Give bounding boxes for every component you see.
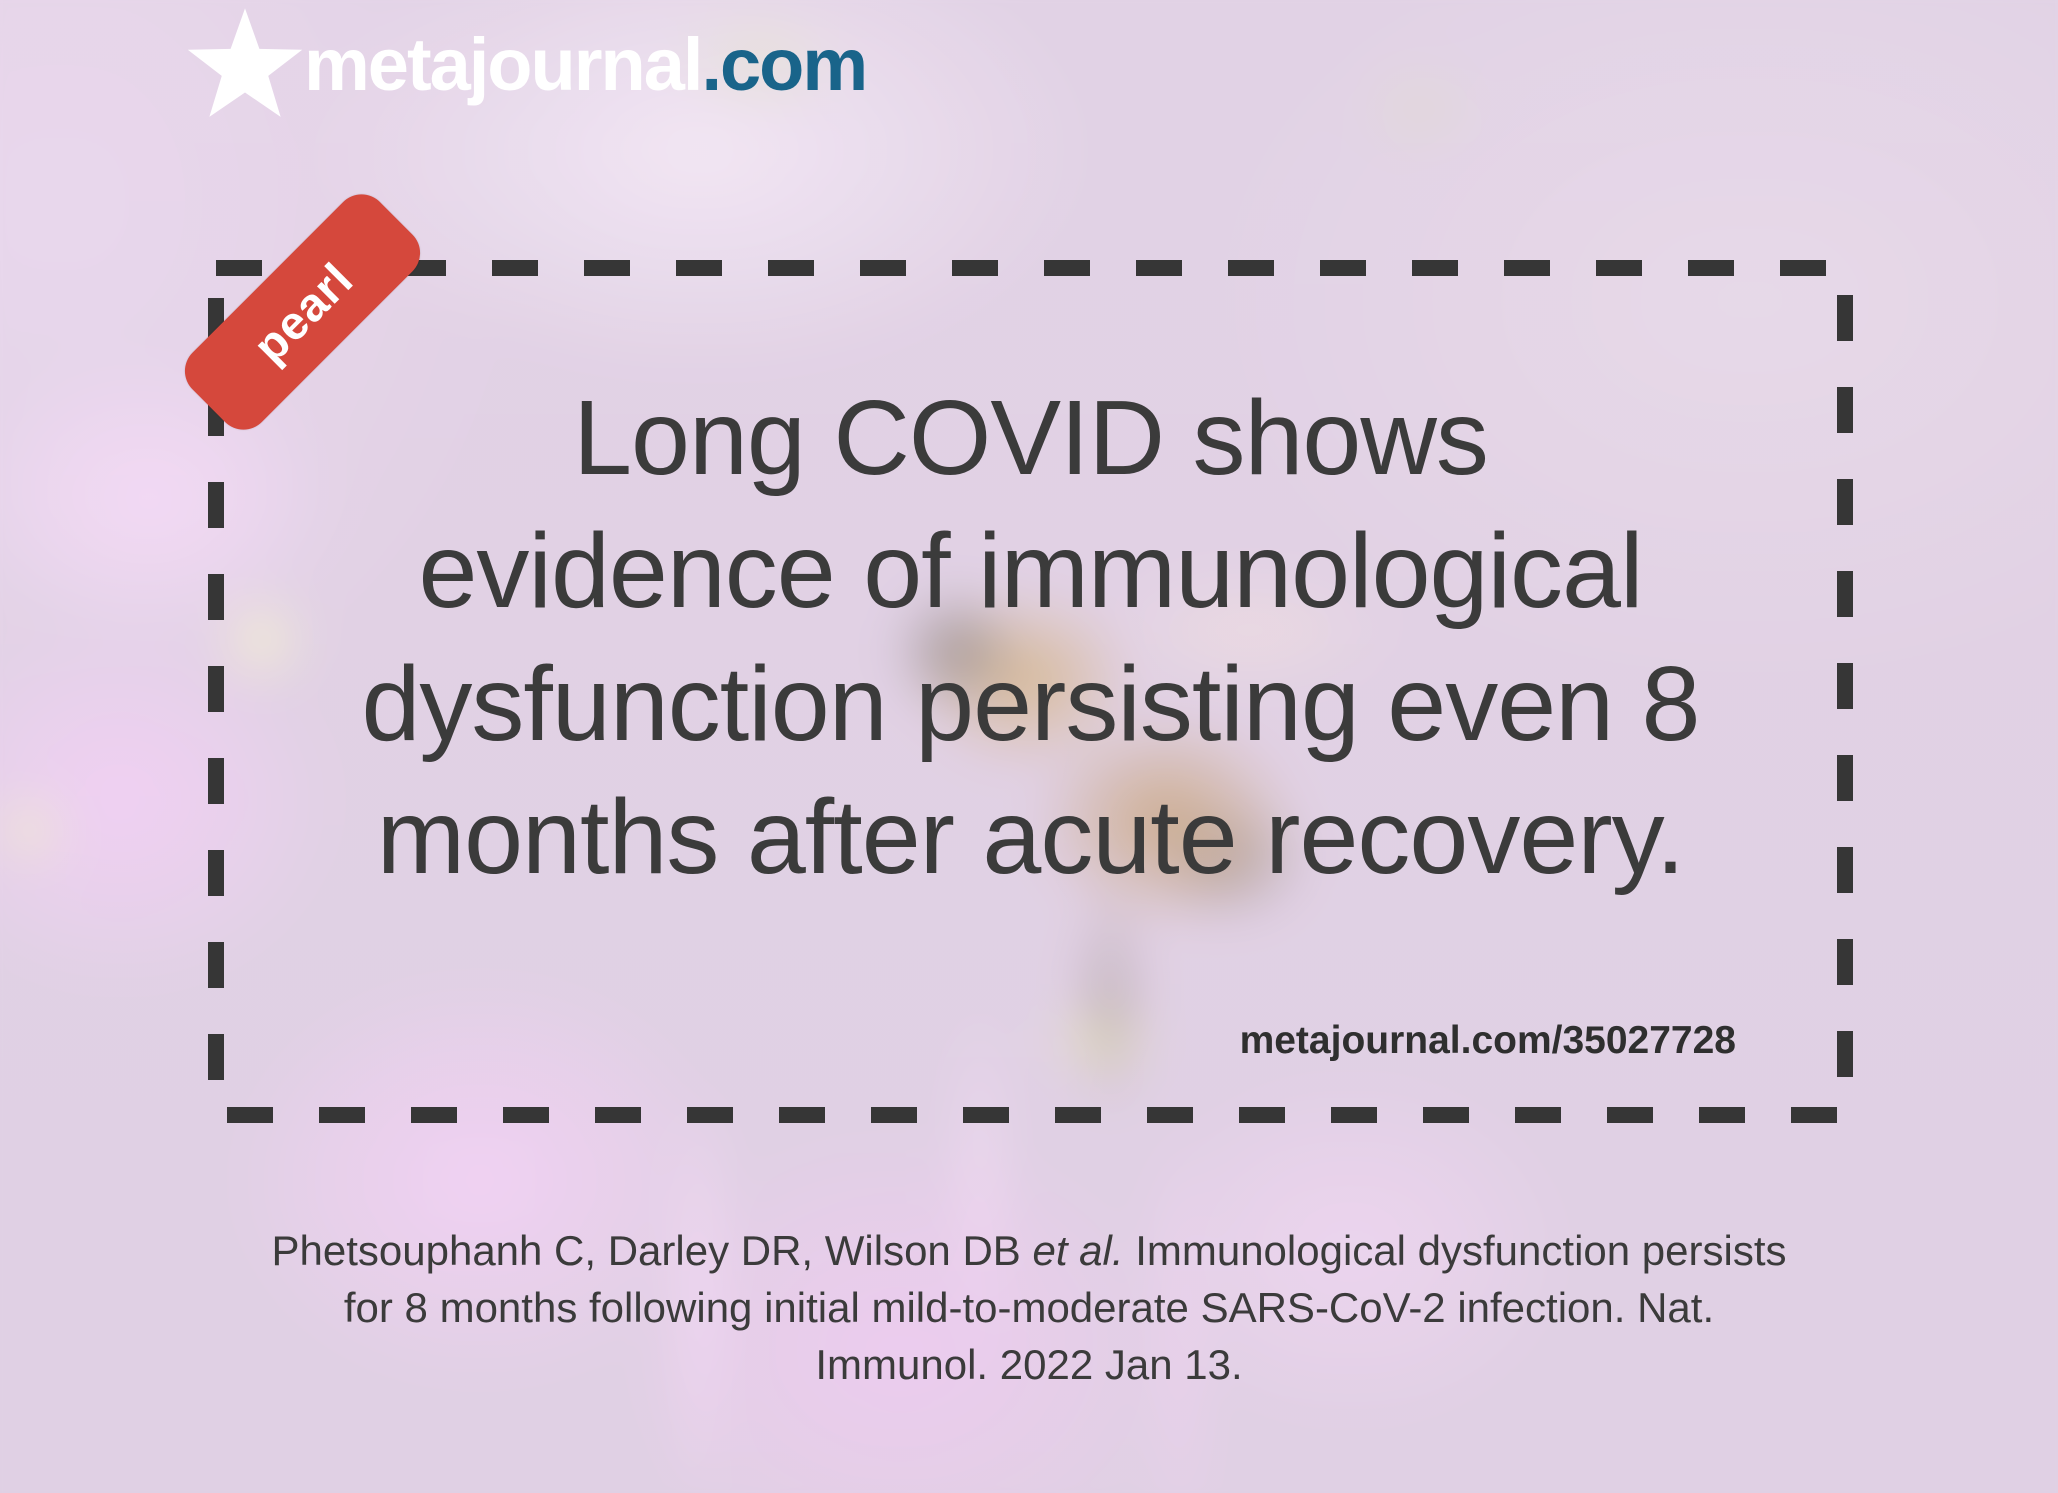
citation-title-part2: for 8 months following initial mild-to-m… — [343, 1284, 1715, 1331]
quote-line: Long COVID shows — [573, 379, 1489, 497]
quote-line: evidence of immunological — [418, 512, 1643, 630]
citation-et-al: et al. — [1032, 1227, 1124, 1274]
citation-date: Immunol. 2022 Jan 13. — [815, 1341, 1243, 1388]
dashed-border — [208, 260, 1853, 1123]
site-logo: metajournal.com — [186, 6, 868, 124]
citation-title-part1: Immunological dysfunction persists — [1123, 1227, 1787, 1274]
quote-line: months after acute recovery. — [376, 778, 1685, 896]
site-domain-suffix: .com — [701, 23, 868, 106]
star-icon — [187, 8, 303, 117]
site-logo-text: metajournal.com — [304, 6, 868, 124]
quote-text: Long COVID shows evidence of immunologic… — [208, 372, 1853, 904]
citation-authors: Phetsouphanh C, Darley DR, Wilson DB — [271, 1227, 1033, 1274]
quote-line: dysfunction persisting even 8 — [361, 645, 1700, 763]
citation: Phetsouphanh C, Darley DR, Wilson DB et … — [60, 1222, 1998, 1393]
quote-box: Long COVID shows evidence of immunologic… — [208, 260, 1853, 1123]
article-url: metajournal.com/35027728 — [1239, 1019, 1736, 1062]
site-name: metajournal — [304, 23, 703, 106]
